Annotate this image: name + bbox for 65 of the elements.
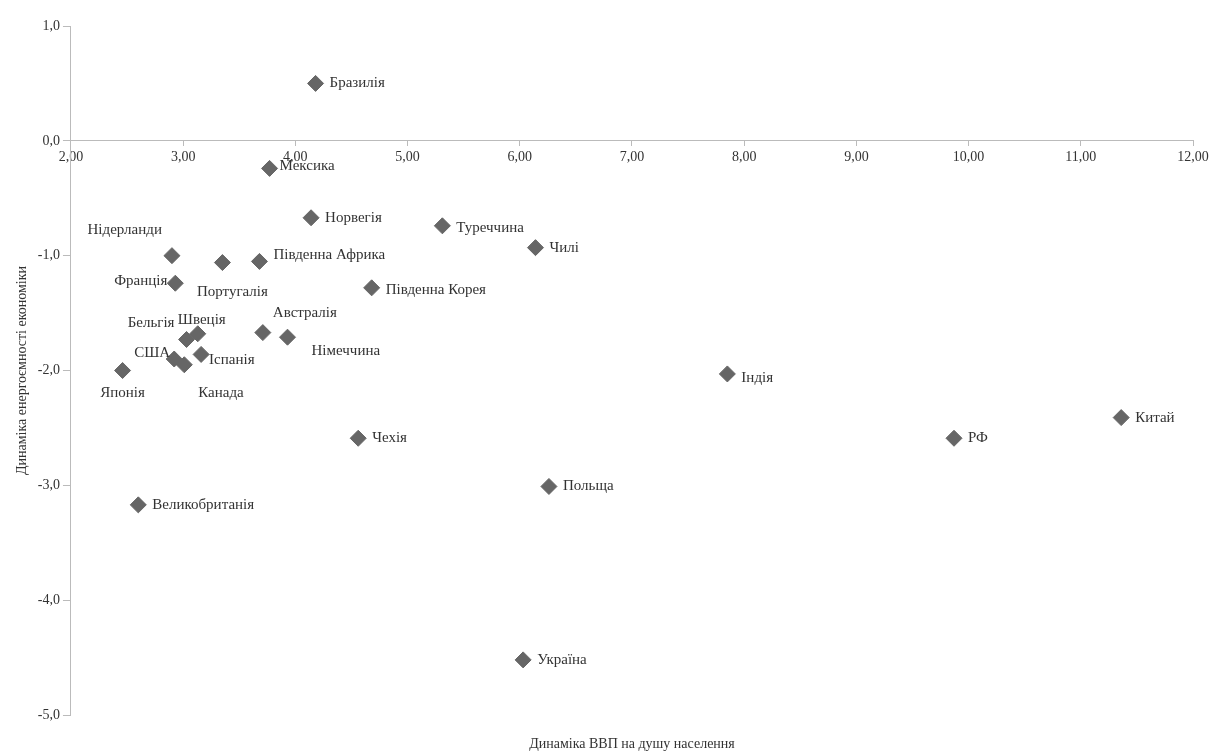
x-tick-label: 9,00 bbox=[844, 148, 869, 164]
y-tick-label: -3,0 bbox=[37, 477, 60, 493]
point bbox=[163, 247, 181, 265]
point bbox=[261, 159, 279, 177]
x-tick-label: 5,00 bbox=[395, 148, 420, 164]
annotation: Україна bbox=[537, 650, 588, 667]
annotation: РФ bbox=[968, 429, 989, 446]
point bbox=[114, 362, 132, 379]
annotation: Португалія bbox=[196, 283, 269, 300]
point bbox=[254, 324, 272, 342]
point bbox=[349, 429, 367, 447]
x-tick-label: 3,00 bbox=[170, 148, 196, 164]
point bbox=[945, 429, 963, 447]
x-tick-label: 11,00 bbox=[1065, 148, 1097, 164]
point bbox=[514, 651, 532, 669]
annotation: Великобританія bbox=[152, 495, 255, 512]
x-tick-label: 6,00 bbox=[507, 148, 533, 164]
annotation: Польща bbox=[562, 477, 614, 494]
annotation: Німеччина bbox=[311, 342, 381, 359]
point bbox=[192, 345, 210, 363]
annotation: Китай bbox=[1135, 408, 1175, 425]
y-tick-label: 1,0 bbox=[42, 17, 60, 33]
point bbox=[526, 239, 544, 257]
point bbox=[718, 365, 736, 383]
point bbox=[250, 252, 268, 270]
y-tick-label: -5,0 bbox=[37, 706, 60, 722]
annotation: Чехія bbox=[372, 429, 408, 446]
point bbox=[1112, 409, 1130, 427]
annotation: Швеція bbox=[177, 310, 226, 327]
point bbox=[279, 328, 297, 346]
x-axis-title: Динаміка ВВП на душу населення bbox=[529, 735, 736, 751]
annotation: Південна Африка bbox=[273, 246, 386, 263]
x-tick-label: 12,00 bbox=[1177, 148, 1209, 164]
annotation: Канада bbox=[198, 383, 245, 400]
annotation: Іспанія bbox=[209, 351, 255, 368]
annotation: Бельгія bbox=[127, 314, 175, 331]
point bbox=[540, 477, 558, 495]
annotation: Туреччина bbox=[456, 218, 525, 235]
point bbox=[307, 74, 325, 92]
y-tick-label: 0,0 bbox=[42, 132, 60, 148]
x-tick-label: 8,00 bbox=[731, 148, 757, 164]
annotation: Австралія bbox=[272, 303, 337, 320]
x-tick-label: 7,00 bbox=[619, 148, 645, 164]
annotation: Франція bbox=[114, 272, 168, 289]
point bbox=[213, 254, 231, 272]
y-axis-title: Динаміка енергоємності економіки bbox=[14, 265, 30, 476]
y-tick-label: -1,0 bbox=[37, 247, 60, 263]
annotation: Південна Корея bbox=[385, 280, 487, 297]
annotation: Норвегія bbox=[325, 208, 382, 225]
point bbox=[175, 356, 193, 374]
annotation: США bbox=[134, 343, 171, 360]
annotation: Бразилія bbox=[329, 74, 385, 91]
point bbox=[302, 209, 320, 227]
annotation: Чилі bbox=[549, 238, 579, 255]
x-tick-label: 10,00 bbox=[952, 148, 985, 164]
point bbox=[166, 274, 184, 292]
point bbox=[129, 496, 147, 514]
point bbox=[363, 279, 381, 297]
annotation: Нідерланди bbox=[87, 220, 162, 237]
y-tick-label: -4,0 bbox=[37, 591, 60, 607]
point bbox=[433, 217, 451, 235]
y-tick-label: -2,0 bbox=[37, 362, 60, 378]
annotation: Індія bbox=[741, 368, 774, 385]
annotation: Японія bbox=[100, 384, 145, 401]
point bbox=[178, 331, 196, 348]
